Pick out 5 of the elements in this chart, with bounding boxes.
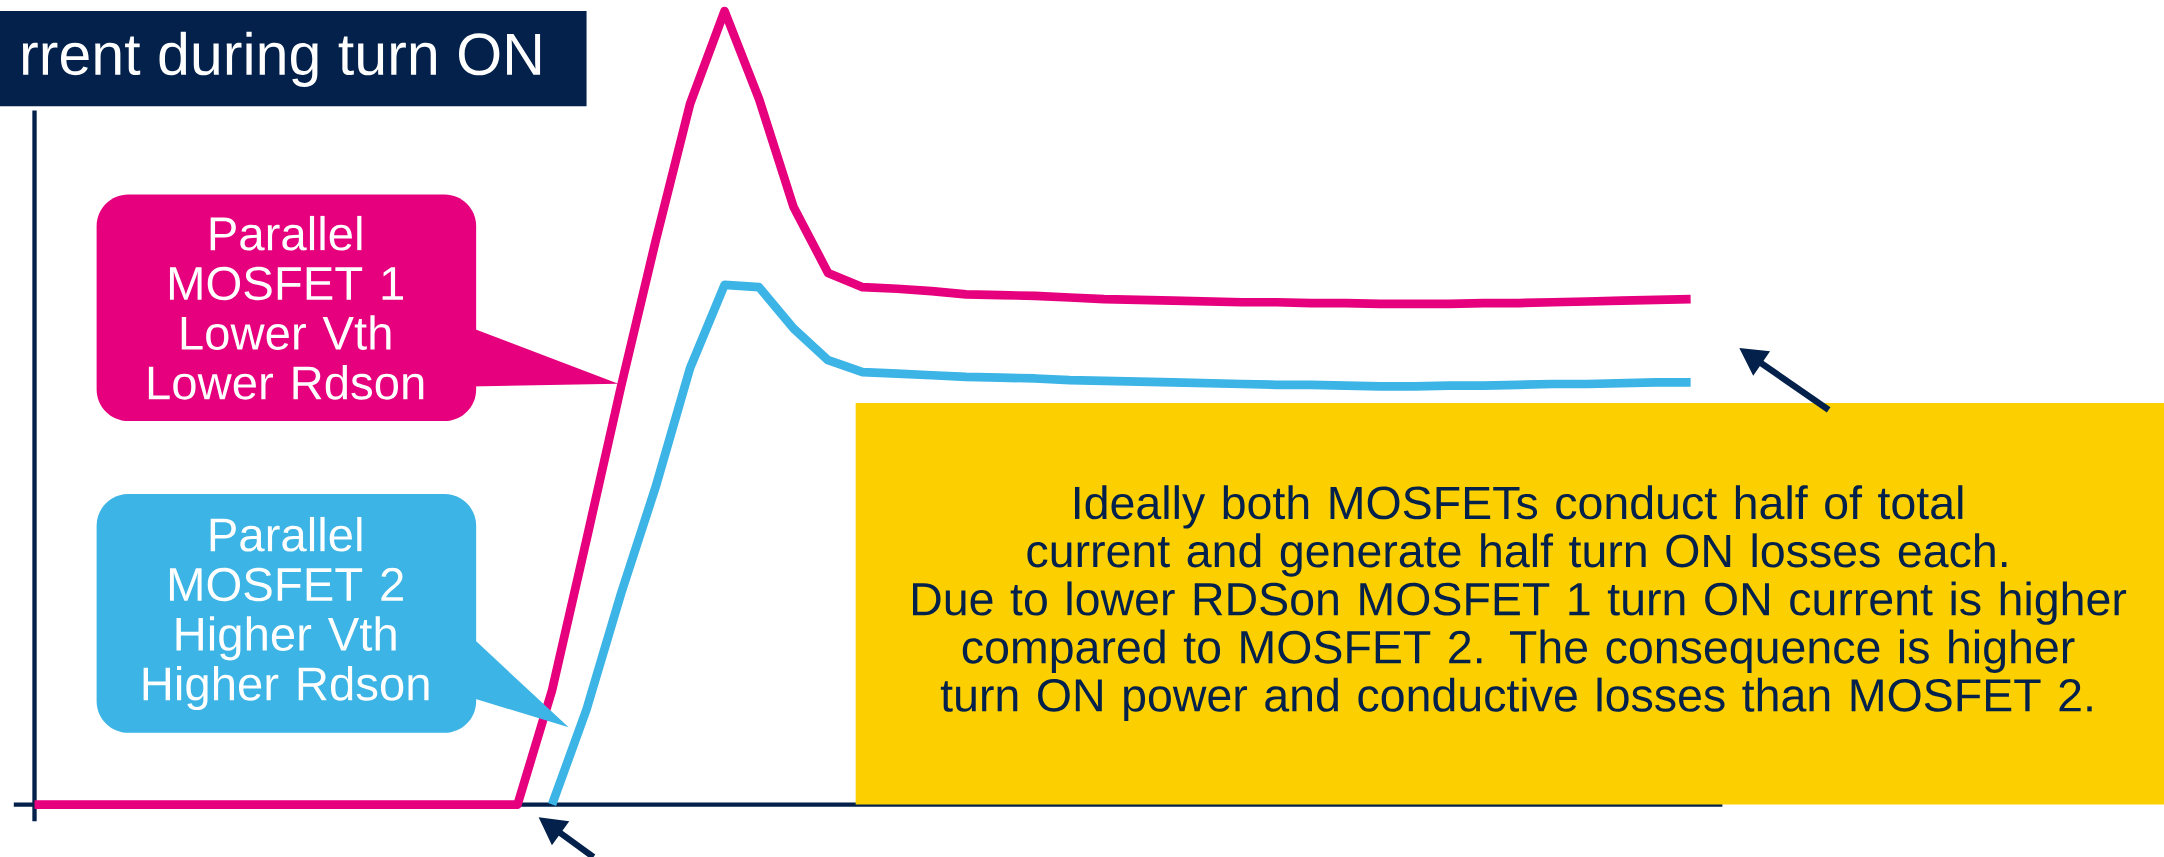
annotation: Due to lower RDSon MOSFET 1 turn ON current is higher compared to MOSFET 2. The consequence is higher turn ON power and conductive losses than MOSFET 2. xyxy=(913,581,2127,721)
chart-title: rrent during turn ON xyxy=(22,31,541,87)
annotation: Ideally both MOSFETs conduct half of total current and generate half turn ON losses each. xyxy=(1027,485,2007,577)
annotation: Parallel MOSFET 1 Lower Vth Lower Rdson xyxy=(148,215,424,400)
annotation: Parallel MOSFET 2 Higher Vth Higher Rdson xyxy=(143,516,429,711)
